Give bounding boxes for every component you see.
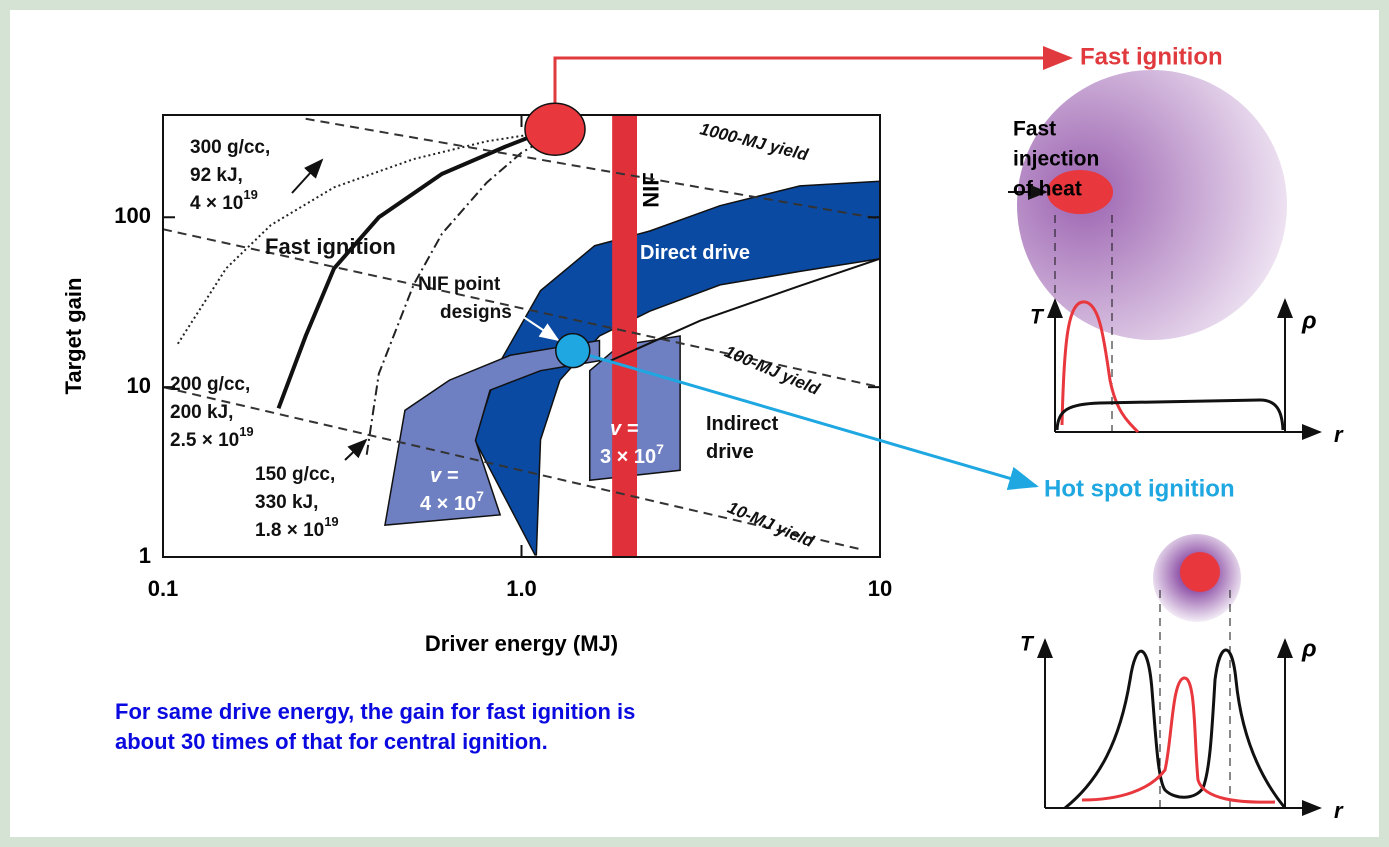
note: For same drive energy, the gain for fast… <box>115 699 635 724</box>
curve-label-text: 150 g/cc, <box>255 464 335 485</box>
axis-label: r <box>1334 422 1344 447</box>
label: injection <box>1013 148 1099 171</box>
region <box>384 339 601 526</box>
annotation-text: 4 × 10 <box>420 493 476 515</box>
curve-label: 4 × 1019 <box>190 187 258 214</box>
annotation-text: Indirect <box>706 413 779 435</box>
curve-label: 150 g/cc, <box>255 464 335 485</box>
axis-label: r <box>1334 798 1344 823</box>
annotation-text: v = <box>610 418 639 440</box>
curve-label-sup: 19 <box>243 187 257 202</box>
curve-label-text: 2.5 × 10 <box>170 430 239 451</box>
series-line <box>276 127 551 410</box>
curve-label-text: 92 kJ, <box>190 165 243 186</box>
series-line <box>163 228 880 389</box>
x-tick-label: 1.0 <box>506 576 537 601</box>
fast-diagram: Fast injection of heat T ρ r Fast igniti… <box>1008 43 1344 447</box>
annotation-text: Fast ignition <box>265 234 396 259</box>
annotation: drive <box>706 441 754 463</box>
diagram-title: Fast ignition <box>1080 43 1223 70</box>
connector <box>553 46 1073 110</box>
annotation-text: v = <box>430 465 459 487</box>
curve-label: 2.5 × 1019 <box>170 424 254 451</box>
series-line <box>176 130 551 345</box>
annotation-text: designs <box>440 302 512 323</box>
curve-label-text: 1.8 × 10 <box>255 520 324 541</box>
marker <box>555 332 591 369</box>
hot-diagram: T ρ r Hot spot ignition <box>1020 475 1344 822</box>
annotation: NIF point <box>418 274 501 295</box>
annotation: 3 × 107 <box>600 441 664 469</box>
series-line <box>609 257 880 362</box>
annotation-sup: 7 <box>476 488 484 504</box>
connector <box>572 349 1039 490</box>
curve-label-text: 200 kJ, <box>170 402 233 423</box>
annotation-text: Direct drive <box>640 242 750 264</box>
x-axis-title: Driver energy (MJ) <box>425 631 618 656</box>
annotation: v = <box>610 418 639 440</box>
annotation-text: NIF point <box>418 274 501 295</box>
curve-label: 330 kJ, <box>255 492 318 513</box>
annotation: Indirect <box>706 413 779 435</box>
diagram-title: Hot spot ignition <box>1044 475 1235 502</box>
curve-label-sup: 19 <box>324 514 338 529</box>
series-line <box>365 128 563 455</box>
y-tick-label: 100 <box>114 203 151 228</box>
axis-label: T <box>1020 633 1035 656</box>
curve-label-text: 330 kJ, <box>255 492 318 513</box>
curve-label-sup: 19 <box>239 424 253 439</box>
curve-label: 200 g/cc, <box>170 374 250 395</box>
label: Fast <box>1013 118 1056 141</box>
region <box>473 180 880 556</box>
y-tick-label: 1 <box>139 543 151 568</box>
annotation-text: 3 × 10 <box>600 446 656 468</box>
curve-label: 1.8 × 1019 <box>255 514 339 541</box>
arrow <box>344 438 368 461</box>
marker <box>524 102 586 156</box>
annotation: 4 × 107 <box>420 488 484 516</box>
annotation: designs <box>440 302 512 323</box>
axis-label: ρ <box>1301 635 1317 662</box>
arrow <box>291 158 324 194</box>
curve-label: 92 kJ, <box>190 165 243 186</box>
temperature-curve <box>1081 676 1276 804</box>
annotation: v = <box>430 465 459 487</box>
curve-label: 200 kJ, <box>170 402 233 423</box>
annotation: Direct drive <box>640 242 750 264</box>
axis-label: T <box>1030 306 1045 329</box>
x-tick-label: 0.1 <box>148 576 179 601</box>
temperature-curve <box>1060 300 1140 434</box>
hot-region <box>1047 170 1113 214</box>
arrow <box>521 315 560 342</box>
annotation-sup: 7 <box>656 441 664 457</box>
curve-label: 300 g/cc, <box>190 137 270 158</box>
y-axis-title: Target gain <box>61 278 86 395</box>
y-tick-label: 10 <box>127 373 151 398</box>
density-curve <box>1055 398 1285 431</box>
nif-label: NIF <box>638 172 663 207</box>
annotation-text: drive <box>706 441 754 463</box>
curve-label-text: 200 g/cc, <box>170 374 250 395</box>
series-line <box>305 117 880 220</box>
fuel-sphere <box>1017 70 1287 340</box>
hot-spot <box>1180 552 1220 592</box>
label: of heat <box>1013 178 1082 201</box>
annotation: Fast ignition <box>265 234 396 259</box>
note: about 30 times of that for central ignit… <box>115 729 548 754</box>
density-curve <box>1064 648 1287 810</box>
curve-label-text: 300 g/cc, <box>190 137 270 158</box>
x-tick-label: 10 <box>868 576 892 601</box>
axis-label: ρ <box>1301 307 1317 334</box>
curve-label-text: 4 × 10 <box>190 193 243 214</box>
nif-bar <box>612 115 638 557</box>
